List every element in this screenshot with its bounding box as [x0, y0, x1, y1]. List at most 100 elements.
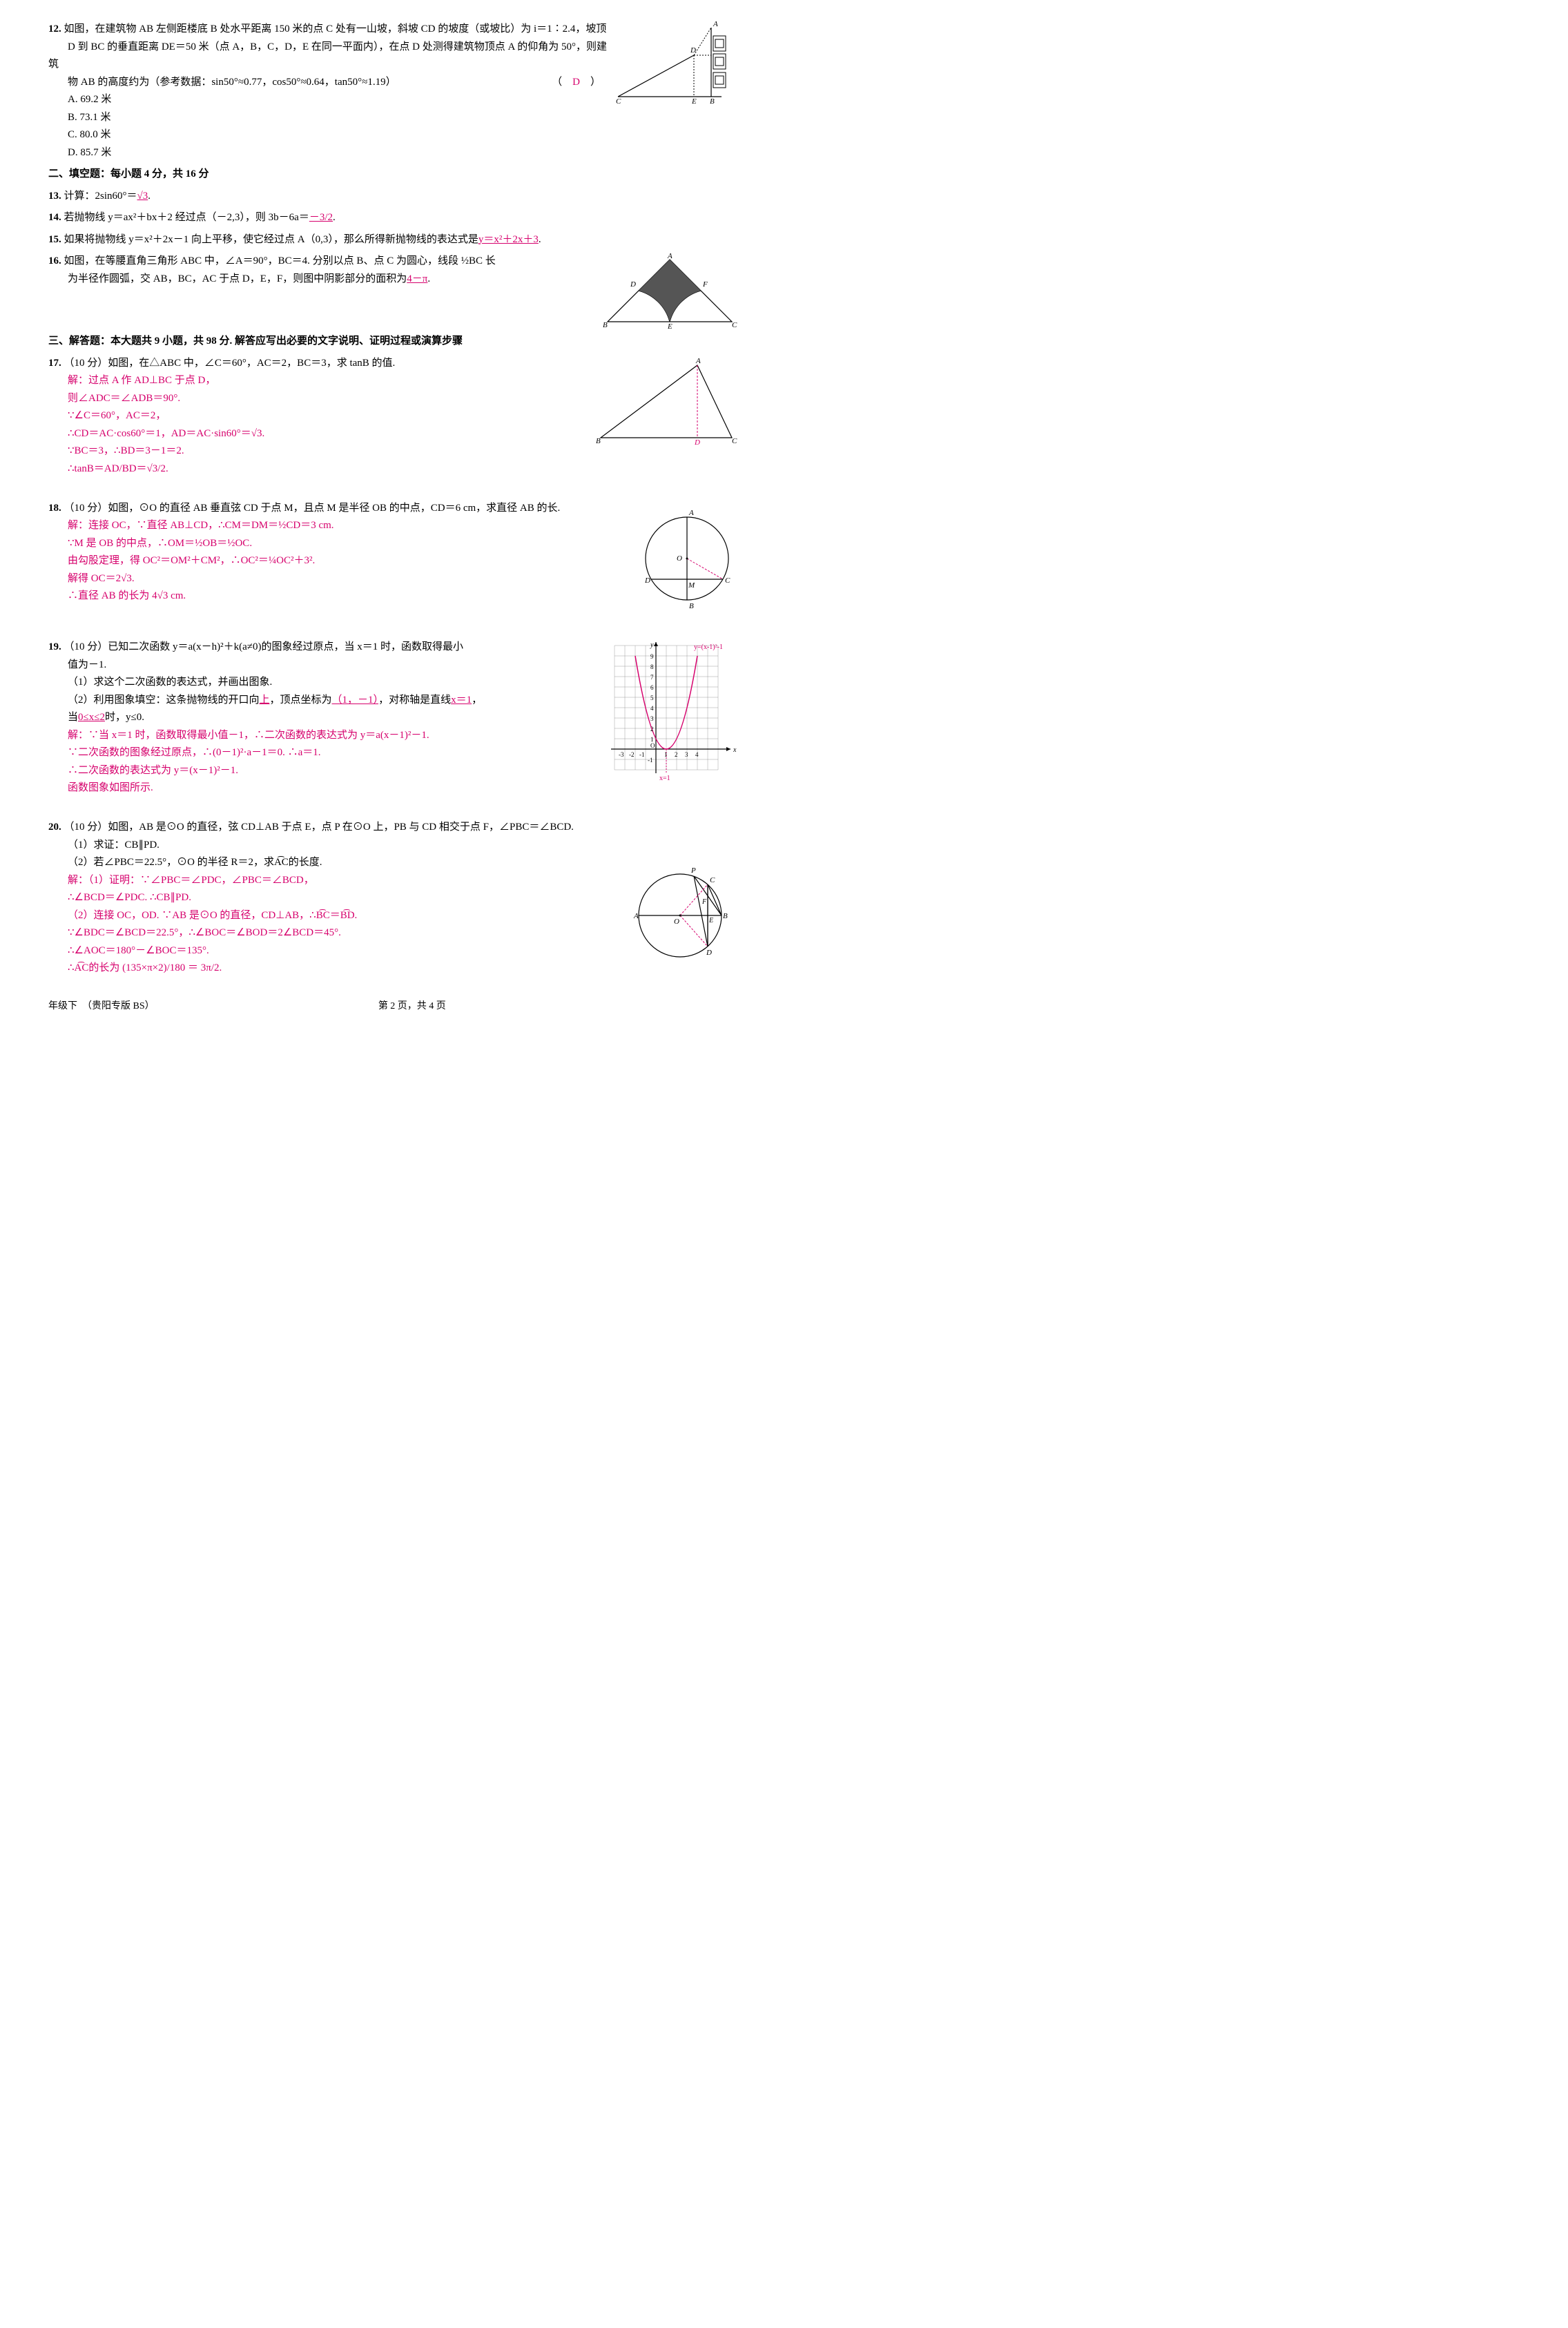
question-13: 13. 计算：2sin60°＝√3. [48, 188, 739, 206]
svg-text:4: 4 [650, 705, 654, 712]
q13-answer: √3 [137, 191, 148, 202]
q17-figure: A B D C [594, 355, 739, 445]
q19-number: 19. [48, 641, 61, 652]
q16-text1: 如图，在等腰直角三角形 ABC 中，∠A＝90°，BC＝4. 分别以点 B、点 … [64, 255, 496, 266]
svg-text:4: 4 [695, 751, 699, 758]
q17-sol6: ∴tanB＝AD/BD＝√3/2. [68, 460, 739, 478]
q13-number: 13. [48, 191, 61, 202]
svg-text:-2: -2 [629, 751, 635, 758]
q19-axis-label: x=1 [659, 775, 670, 782]
svg-text:D: D [694, 438, 700, 445]
svg-text:M: M [688, 581, 695, 590]
q20-text: （10 分）如图，AB 是⊙O 的直径，弦 CD⊥AB 于点 E，点 P 在⊙O… [64, 822, 574, 833]
svg-text:B: B [603, 321, 608, 329]
question-16: A D F B E C 16. 如图，在等腰直角三角形 ABC 中，∠A＝90°… [48, 253, 739, 329]
svg-text:3: 3 [650, 715, 654, 722]
svg-text:B: B [723, 912, 728, 920]
q17-text: （10 分）如图，在△ABC 中，∠C＝60°，AC＝2，BC＝3，求 tanB… [64, 358, 396, 369]
q12-text2: D 到 BC 的垂直距离 DE＝50 米（点 A，B，C，D，E 在同一平面内）… [48, 41, 607, 70]
section-3-header: 三、解答题：本大题共 9 小题，共 98 分. 解答应写出必要的文字说明、证明过… [48, 333, 739, 351]
svg-text:E: E [708, 917, 713, 924]
question-12: A D C E B 12. 如图，在建筑物 AB 左侧距楼底 B 处水平距离 1… [48, 21, 739, 162]
svg-text:y: y [650, 641, 654, 649]
q19-text2: 值为－1. [68, 659, 106, 670]
svg-text:A: A [633, 912, 639, 920]
q20-figure: A B P C D O E F [621, 846, 739, 964]
footer-left: 年级下 （贵阳专版 BS） [48, 998, 155, 1015]
svg-text:1: 1 [650, 736, 654, 743]
question-20: A B P C D O E F 20. （10 分）如图，AB 是⊙O 的直径，… [48, 819, 739, 978]
question-14: 14. 若抛物线 y＝ax²＋bx＋2 经过点（－2,3），则 3b－6a＝－3… [48, 209, 739, 227]
question-17: A B D C 17. （10 分）如图，在△ABC 中，∠C＝60°，AC＝2… [48, 355, 739, 478]
q12-text1: 如图，在建筑物 AB 左侧距楼底 B 处水平距离 150 米的点 C 处有一山坡… [64, 23, 607, 35]
q19-ans2c: x＝1 [451, 695, 472, 706]
svg-text:x: x [733, 746, 737, 754]
q15-text: 如果将抛物线 y＝x²＋2x－1 向上平移，使它经过点 A（0,3），那么所得新… [64, 234, 478, 245]
q19-figure: y x O 1 2 3 4 -1 -2 -3 1 2 3 4 5 6 7 8 9… [608, 639, 739, 784]
question-19: y x O 1 2 3 4 -1 -2 -3 1 2 3 4 5 6 7 8 9… [48, 639, 739, 797]
svg-text:O: O [650, 742, 655, 749]
svg-text:O: O [674, 918, 679, 926]
q19-ans2a: 上 [260, 695, 270, 706]
q15-number: 15. [48, 234, 61, 245]
q19-text1: （10 分）已知二次函数 y＝a(x－h)²＋k(a≠0)的图象经过原点，当 x… [64, 641, 464, 652]
svg-text:-1: -1 [648, 757, 653, 764]
svg-text:B: B [710, 97, 715, 104]
svg-text:F: F [702, 280, 708, 289]
q18-text: （10 分）如图，⊙O 的直径 AB 垂直弦 CD 于点 M，且点 M 是半径 … [64, 503, 561, 514]
q14-number: 14. [48, 212, 61, 223]
svg-text:-3: -3 [619, 751, 624, 758]
svg-text:C: C [732, 321, 737, 329]
svg-text:D: D [644, 576, 650, 585]
q14-text: 若抛物线 y＝ax²＋bx＋2 经过点（－2,3），则 3b－6a＝ [64, 212, 309, 223]
question-15: 15. 如果将抛物线 y＝x²＋2x－1 向上平移，使它经过点 A（0,3），那… [48, 231, 739, 249]
q12-answer: D [572, 77, 580, 88]
svg-text:6: 6 [650, 684, 654, 691]
svg-text:D: D [706, 949, 712, 957]
page-footer: 年级下 （贵阳专版 BS） 第 2 页，共 4 页 [48, 998, 739, 1015]
q12-figure: A D C E B [614, 21, 739, 104]
svg-text:B: B [689, 602, 694, 610]
q16-number: 16. [48, 255, 61, 266]
q17-number: 17. [48, 358, 61, 369]
svg-text:D: D [690, 46, 696, 55]
svg-text:8: 8 [650, 663, 654, 670]
q17-sol5: ∵BC＝3，∴BD＝3－1＝2. [68, 443, 739, 460]
q16-text2: 为半径作圆弧，交 AB，BC，AC 于点 D，E，F，则图中阴影部分的面积为 [68, 273, 407, 284]
q18-figure: A O D M C B [635, 500, 739, 617]
svg-text:3: 3 [685, 751, 688, 758]
svg-text:-1: -1 [639, 751, 645, 758]
q12-answer-bracket: （ D ） [552, 74, 601, 92]
q16-answer: 4－π [407, 273, 427, 284]
svg-text:A: A [667, 253, 672, 260]
svg-text:A: A [688, 509, 694, 517]
svg-text:7: 7 [650, 674, 654, 681]
svg-text:F: F [701, 898, 707, 906]
question-18: A O D M C B 18. （10 分）如图，⊙O 的直径 AB 垂直弦 C… [48, 500, 739, 617]
q19-ans2e: 0≤x≤2 [78, 712, 105, 723]
svg-text:9: 9 [650, 653, 654, 660]
q12-optD: D. 85.7 米 [68, 144, 739, 162]
q18-number: 18. [48, 503, 61, 514]
svg-text:B: B [596, 437, 601, 445]
q12-optC: C. 80.0 米 [68, 126, 739, 144]
svg-text:C: C [732, 437, 737, 445]
svg-text:1: 1 [664, 751, 668, 758]
footer-center: 第 2 页，共 4 页 [378, 998, 446, 1015]
q12-number: 12. [48, 23, 61, 35]
svg-text:C: C [616, 97, 621, 104]
svg-text:C: C [710, 876, 715, 884]
svg-text:D: D [630, 280, 636, 289]
q12-optB: B. 73.1 米 [68, 109, 739, 127]
q20-number: 20. [48, 822, 61, 833]
svg-text:2: 2 [650, 726, 654, 733]
section-2-header: 二、填空题：每小题 4 分，共 16 分 [48, 166, 739, 184]
svg-text:A: A [713, 21, 718, 28]
svg-text:E: E [667, 322, 672, 329]
q16-figure: A D F B E C [601, 253, 739, 329]
svg-text:O: O [677, 554, 682, 563]
svg-text:2: 2 [675, 751, 678, 758]
svg-text:E: E [691, 97, 697, 104]
q19-curve-label: y=(x-1)²-1 [694, 643, 723, 651]
svg-text:5: 5 [650, 695, 654, 701]
